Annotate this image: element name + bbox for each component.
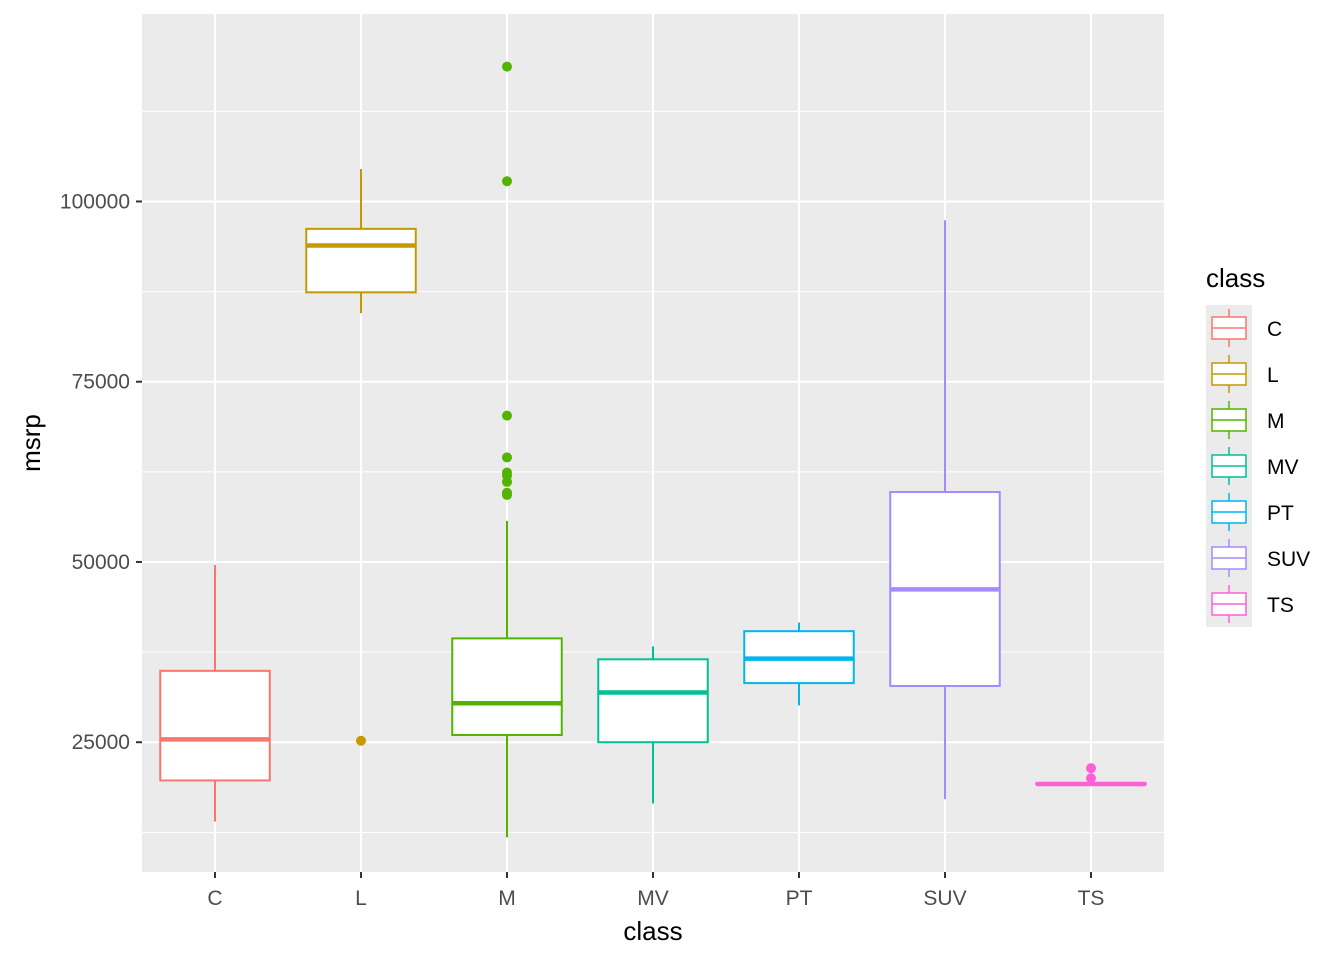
y-tick-label: 25000 <box>72 731 130 754</box>
box-iqr <box>597 658 709 744</box>
y-axis-title: msrp <box>16 414 46 472</box>
box-group-m <box>451 61 563 838</box>
x-tick-label: L <box>355 887 367 910</box>
legend-title: class <box>1206 263 1265 293</box>
x-tick-label: PT <box>786 887 813 910</box>
outlier-point <box>502 176 512 187</box>
legend-item-m: M <box>1206 397 1285 443</box>
legend-item-pt: PT <box>1206 489 1294 535</box>
legend-label: SUV <box>1267 548 1310 571</box>
y-tick-label: 100000 <box>60 190 130 213</box>
box-iqr <box>305 227 417 294</box>
legend-label: L <box>1267 364 1279 387</box>
y-axis: 25000 50000 75000 100000 <box>60 190 142 754</box>
box-group-c <box>159 564 271 822</box>
outlier-point <box>1086 763 1096 774</box>
x-tick-label: C <box>207 887 222 910</box>
x-tick-label: TS <box>1078 887 1105 910</box>
x-tick-label: SUV <box>923 887 966 910</box>
legend-item-suv: SUV <box>1206 535 1310 581</box>
outlier-point <box>1086 773 1096 784</box>
y-tick-label: 50000 <box>72 551 130 574</box>
legend-item-mv: MV <box>1206 443 1299 489</box>
x-tick-label: MV <box>637 887 669 910</box>
legend-label: MV <box>1267 456 1299 479</box>
legend-label: PT <box>1267 502 1294 525</box>
legend-item-c: C <box>1206 305 1282 351</box>
outlier-point <box>502 487 512 498</box>
x-tick-label: M <box>498 887 516 910</box>
legend: class CLM MV PT SUV TS <box>1206 263 1310 627</box>
box-group-pt <box>743 622 855 706</box>
outlier-point <box>502 410 512 421</box>
outlier-point <box>502 61 512 72</box>
x-axis: C L M MV PT SUV TS <box>207 872 1104 910</box>
box-group-mv <box>597 646 709 804</box>
box-group-suv <box>889 220 1001 800</box>
legend-label: C <box>1267 318 1282 341</box>
legend-label: TS <box>1267 594 1294 617</box>
outlier-point <box>356 735 366 746</box>
y-tick-label: 75000 <box>72 371 130 394</box>
box-iqr <box>451 637 563 737</box>
box-group-ts <box>1035 763 1147 787</box>
legend-label: M <box>1267 410 1285 433</box>
outlier-point <box>502 467 512 478</box>
box-group-l <box>305 169 417 746</box>
outlier-point <box>502 452 512 463</box>
legend-item-ts: TS <box>1206 581 1294 627</box>
boxes-layer <box>159 61 1147 838</box>
legend-item-l: L <box>1206 351 1279 397</box>
box-iqr <box>159 669 271 782</box>
x-axis-title: class <box>623 916 682 946</box>
